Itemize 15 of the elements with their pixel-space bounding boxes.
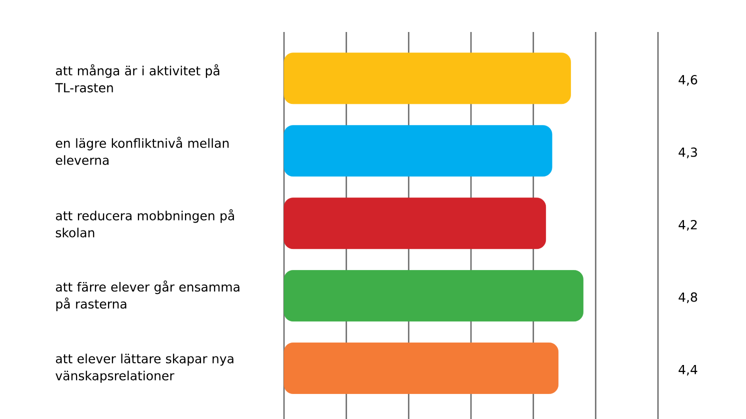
bar [284, 52, 571, 104]
data-label: 4,6 [678, 74, 698, 86]
y-tick-label: att många är i aktivitet på TL-rasten [55, 64, 220, 92]
data-label: 4,4 [678, 364, 698, 376]
data-label: 4,8 [678, 292, 698, 304]
y-tick-label: att färre elever går ensamma på rasterna [56, 280, 240, 312]
y-tick-label: en lägre konfliktnivå mellan eleverna [56, 136, 229, 165]
data-label: 4,3 [678, 147, 697, 158]
data-label: 4,2 [678, 220, 697, 231]
bar [284, 198, 546, 250]
bar [284, 125, 552, 177]
bar [284, 342, 558, 394]
y-tick-label: att elever lättare skapar nya vänskapsrelationer [56, 354, 234, 383]
y-tick-label: att reducera mobbningen på skolan [56, 209, 234, 238]
bar [284, 270, 584, 322]
